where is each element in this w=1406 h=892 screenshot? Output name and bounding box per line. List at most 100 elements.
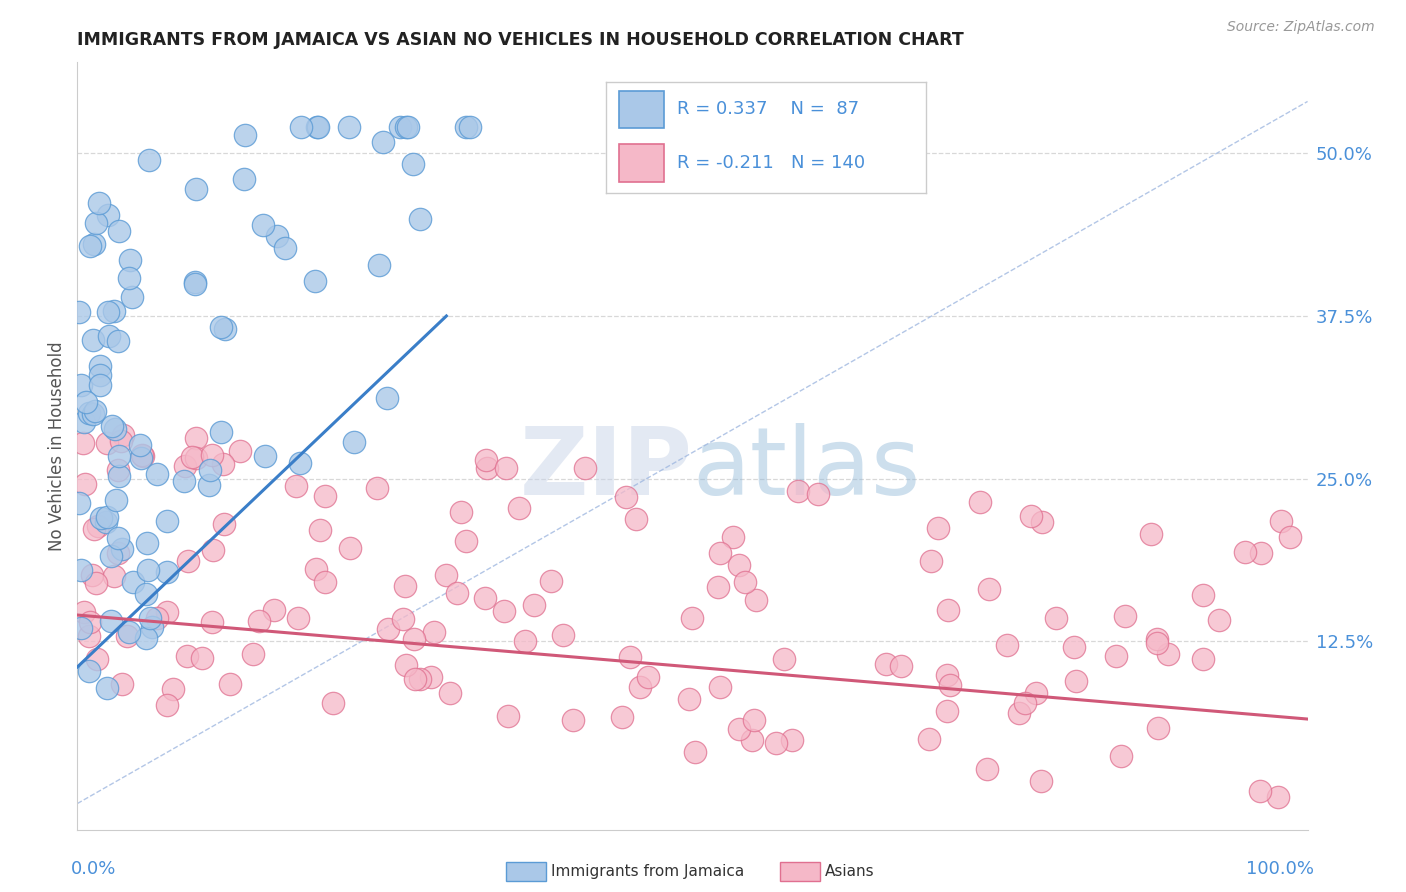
Point — [976, 762, 998, 776]
Text: IMMIGRANTS FROM JAMAICA VS ASIAN NO VEHICLES IN HOUSEHOLD CORRELATION CHART: IMMIGRANTS FROM JAMAICA VS ASIAN NO VEHI… — [77, 31, 965, 49]
Point — [1031, 774, 1053, 789]
Point — [177, 554, 200, 568]
Point — [105, 493, 128, 508]
Point — [180, 450, 202, 465]
Point — [96, 681, 118, 695]
Point — [806, 487, 828, 501]
Point — [89, 377, 111, 392]
Point — [214, 322, 236, 336]
Point — [211, 458, 233, 472]
Point — [1111, 749, 1133, 764]
Point — [96, 509, 118, 524]
Point — [184, 277, 207, 292]
Point — [367, 258, 389, 272]
Point — [131, 449, 153, 463]
Point — [86, 519, 108, 533]
Point — [214, 516, 236, 531]
Point — [1192, 652, 1215, 666]
Point — [162, 681, 184, 696]
Point — [612, 710, 634, 724]
Point — [290, 120, 312, 135]
Point — [136, 563, 159, 577]
Point — [139, 610, 162, 624]
Point — [209, 425, 232, 440]
Point — [475, 461, 498, 475]
Point — [706, 580, 728, 594]
Point — [1249, 784, 1271, 798]
Point — [1025, 686, 1047, 700]
Point — [201, 615, 224, 629]
Text: 100.0%: 100.0% — [1246, 860, 1313, 879]
Point — [266, 229, 288, 244]
Point — [156, 605, 179, 619]
Point — [307, 120, 329, 135]
Point — [1156, 648, 1178, 662]
Point — [1045, 611, 1067, 625]
Point — [145, 611, 167, 625]
Point — [103, 303, 125, 318]
Point — [772, 652, 794, 666]
Point — [141, 620, 163, 634]
Point — [969, 495, 991, 509]
Point — [1114, 609, 1136, 624]
Point — [288, 456, 311, 470]
Point — [1064, 673, 1087, 688]
Point — [1008, 706, 1031, 720]
Point — [103, 568, 125, 582]
Point — [875, 657, 897, 671]
Point — [366, 481, 388, 495]
Point — [890, 659, 912, 673]
Point — [305, 562, 328, 576]
Point — [402, 156, 425, 170]
Text: Asians: Asians — [825, 864, 875, 879]
Point — [628, 680, 651, 694]
Point — [496, 709, 519, 723]
Point — [721, 530, 744, 544]
Point — [190, 650, 212, 665]
Point — [135, 631, 157, 645]
Point — [709, 546, 731, 560]
Point — [89, 368, 111, 382]
Point — [108, 468, 131, 483]
Point — [252, 218, 274, 232]
Point — [73, 476, 96, 491]
Point — [70, 563, 93, 577]
Point — [242, 648, 264, 662]
Point — [450, 505, 472, 519]
Point — [1270, 514, 1292, 528]
Point — [977, 582, 1000, 596]
Point — [765, 736, 787, 750]
Point — [454, 534, 477, 549]
Point — [683, 745, 706, 759]
Point — [67, 305, 90, 319]
Point — [82, 333, 104, 347]
Point — [780, 733, 803, 747]
Text: atlas: atlas — [693, 423, 921, 515]
Point — [936, 668, 959, 682]
Point — [1146, 632, 1168, 646]
Point — [235, 128, 257, 143]
Point — [146, 467, 169, 481]
Point — [343, 435, 366, 450]
Point — [396, 120, 419, 135]
Point — [562, 713, 585, 727]
Point — [72, 436, 94, 450]
Text: Immigrants from Jamaica: Immigrants from Jamaica — [551, 864, 744, 879]
Point — [135, 587, 157, 601]
Point — [131, 448, 153, 462]
Point — [1140, 526, 1163, 541]
Point — [79, 239, 101, 253]
Point — [129, 450, 152, 465]
Point — [305, 120, 328, 135]
Point — [202, 542, 225, 557]
Point — [373, 135, 395, 149]
Point — [73, 415, 96, 429]
Point — [136, 535, 159, 549]
Point — [174, 459, 197, 474]
Point — [495, 461, 517, 475]
Point — [107, 546, 129, 560]
Point — [184, 182, 207, 196]
Point — [322, 696, 344, 710]
Point — [404, 672, 426, 686]
Point — [1014, 697, 1036, 711]
